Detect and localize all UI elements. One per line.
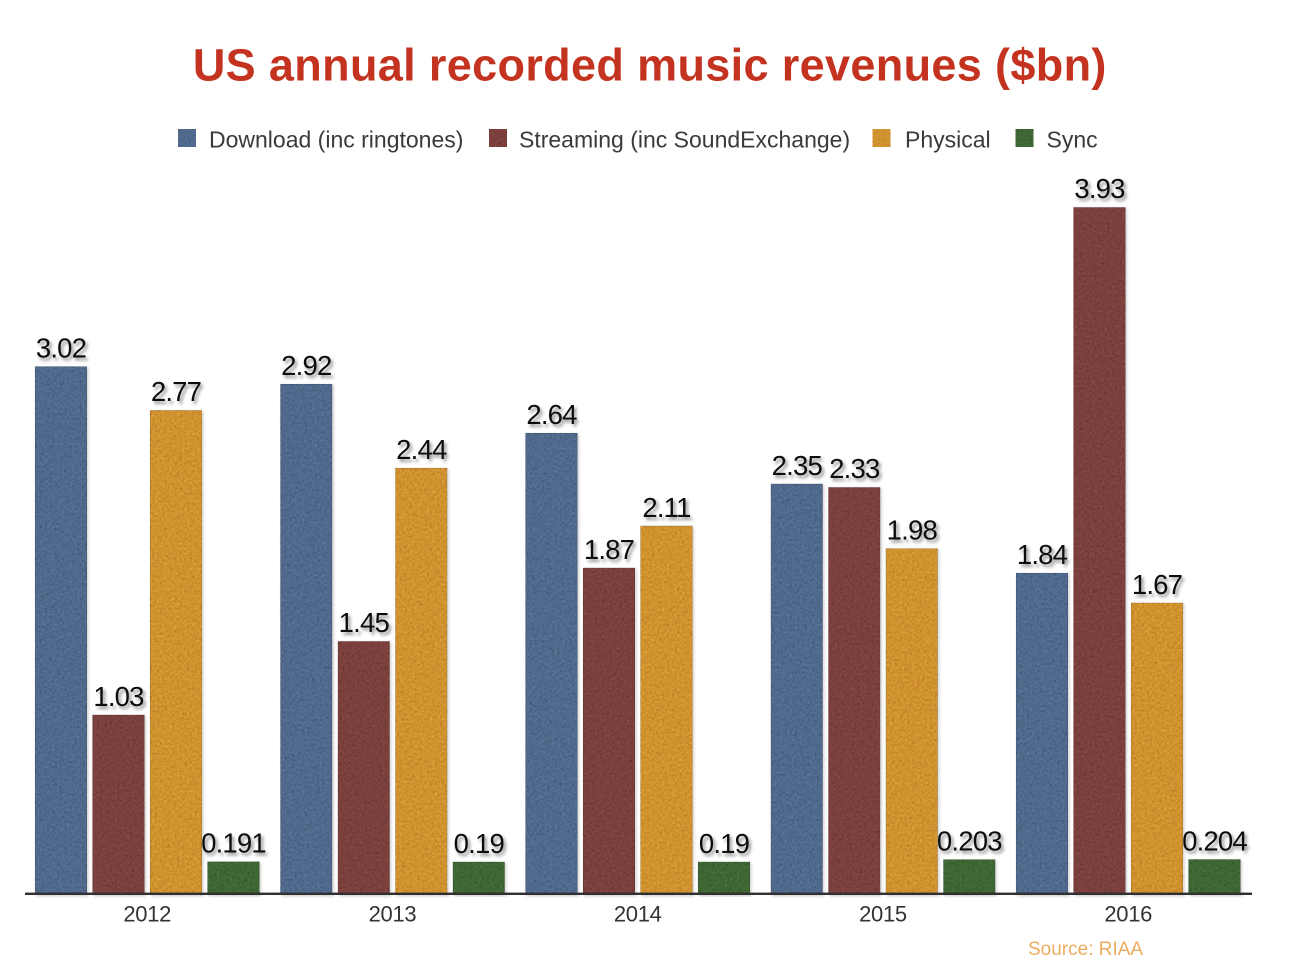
svg-text:2.77: 2.77 <box>151 376 201 407</box>
svg-text:2.92: 2.92 <box>281 350 331 381</box>
svg-text:2.44: 2.44 <box>396 434 447 465</box>
svg-text:2013: 2013 <box>369 902 417 927</box>
svg-text:1.03: 1.03 <box>93 681 144 712</box>
svg-text:1.45: 1.45 <box>339 607 390 638</box>
svg-text:2.33: 2.33 <box>829 453 880 484</box>
svg-text:2.35: 2.35 <box>772 450 823 481</box>
svg-text:2.64: 2.64 <box>526 399 577 430</box>
svg-text:Source: RIAA: Source: RIAA <box>1028 939 1143 960</box>
svg-text:3.02: 3.02 <box>36 333 86 364</box>
svg-text:0.203: 0.203 <box>937 826 1002 857</box>
svg-text:2015: 2015 <box>859 902 907 927</box>
svg-text:Physical: Physical <box>905 127 991 153</box>
svg-text:3.93: 3.93 <box>1074 173 1125 204</box>
svg-text:Streaming (inc SoundExchange): Streaming (inc SoundExchange) <box>519 127 850 153</box>
svg-text:2016: 2016 <box>1104 902 1152 927</box>
svg-text:Download (inc ringtones): Download (inc ringtones) <box>209 127 463 153</box>
svg-text:0.204: 0.204 <box>1182 825 1247 856</box>
svg-text:2012: 2012 <box>123 902 171 927</box>
svg-text:1.84: 1.84 <box>1017 539 1068 570</box>
svg-text:Sync: Sync <box>1047 127 1098 153</box>
svg-text:0.19: 0.19 <box>699 828 749 859</box>
svg-text:0.19: 0.19 <box>454 828 504 859</box>
svg-text:2014: 2014 <box>614 902 662 927</box>
svg-text:1.87: 1.87 <box>584 534 634 565</box>
svg-text:2.11: 2.11 <box>642 492 690 523</box>
svg-text:US annual recorded music reven: US annual recorded music revenues ($bn) <box>193 40 1107 91</box>
svg-text:1.67: 1.67 <box>1132 569 1182 600</box>
svg-text:0.191: 0.191 <box>201 828 266 859</box>
svg-text:1.98: 1.98 <box>887 515 938 546</box>
